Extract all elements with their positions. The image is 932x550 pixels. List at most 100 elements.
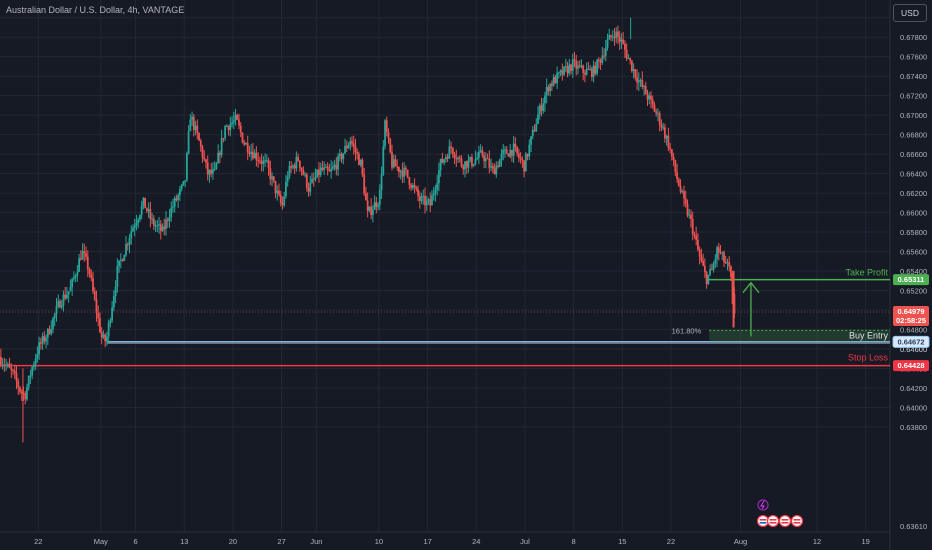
- event-flag-icon[interactable]: [766, 514, 780, 528]
- candle: [293, 162, 296, 174]
- candle-body: [344, 145, 346, 154]
- candle-body: [177, 194, 180, 201]
- time-tick-label: 6: [134, 537, 138, 546]
- candle: [443, 158, 446, 166]
- time-tick-label: 27: [277, 537, 285, 546]
- candle-body: [618, 36, 621, 42]
- candle: [74, 273, 77, 283]
- candle: [566, 61, 569, 78]
- candle-body: [601, 55, 604, 63]
- candle-body: [19, 387, 21, 392]
- candle: [356, 148, 359, 160]
- candle: [278, 183, 280, 197]
- candle-body: [660, 124, 663, 128]
- candle: [149, 201, 152, 228]
- candle: [377, 202, 379, 211]
- candle-body: [363, 174, 366, 194]
- candle-body: [608, 35, 611, 40]
- candle-body: [102, 334, 105, 338]
- candle: [345, 140, 348, 152]
- candle: [651, 95, 654, 109]
- candle: [307, 182, 310, 197]
- flag-stripe-icon: [759, 519, 767, 521]
- candle-body: [347, 144, 350, 149]
- candle-body: [728, 262, 731, 267]
- candle-body: [698, 249, 701, 257]
- candle: [132, 224, 134, 232]
- time-tick-label: Jul: [520, 537, 530, 546]
- event-flag-icon[interactable]: [790, 514, 804, 528]
- candle: [484, 152, 487, 169]
- lightning-icon[interactable]: [757, 499, 769, 511]
- candle: [521, 156, 524, 168]
- candle-body: [245, 143, 247, 145]
- economic-events[interactable]: [756, 499, 804, 528]
- candle-body: [356, 152, 359, 154]
- candle-body: [575, 60, 578, 69]
- currency-button[interactable]: USD: [893, 4, 927, 22]
- candle: [511, 149, 513, 162]
- candle-body: [399, 170, 402, 173]
- candle-body: [8, 363, 11, 368]
- candle-body: [154, 225, 157, 227]
- candle-body: [132, 227, 134, 232]
- candle-body: [302, 170, 305, 175]
- candle: [76, 265, 79, 282]
- candle: [10, 363, 13, 378]
- candle: [257, 152, 260, 168]
- candle: [500, 148, 503, 167]
- candle-body: [257, 159, 260, 161]
- flag-stripe-icon: [769, 522, 777, 524]
- candle-body: [354, 146, 357, 153]
- event-flag-icon[interactable]: [756, 514, 770, 528]
- candle-body: [93, 290, 96, 300]
- candle-body: [566, 66, 569, 74]
- candle-body: [121, 259, 124, 262]
- candle: [213, 161, 216, 171]
- price-tick-label: 0.66400: [900, 170, 927, 179]
- candle: [512, 136, 515, 164]
- candle: [272, 176, 275, 184]
- candle-body: [443, 159, 446, 163]
- candle-body: [686, 203, 689, 216]
- candle-body: [107, 322, 110, 337]
- candle-body: [448, 146, 451, 159]
- candle-body: [436, 183, 439, 190]
- candle-body: [6, 363, 9, 365]
- candle: [295, 151, 298, 172]
- candle: [556, 66, 559, 90]
- candle: [265, 154, 268, 163]
- candle: [175, 194, 178, 202]
- candle-body: [444, 157, 447, 160]
- candle-body: [625, 49, 628, 59]
- candle-body: [227, 125, 230, 131]
- candle: [488, 150, 491, 174]
- candle-body: [507, 153, 510, 157]
- candle-body: [337, 155, 339, 170]
- stop-loss-label: Stop Loss: [848, 353, 889, 363]
- candle-body: [331, 166, 334, 169]
- candle-body: [13, 370, 16, 374]
- current-price-tag-bg: [893, 305, 929, 326]
- candle: [112, 290, 115, 312]
- candle-body: [224, 126, 227, 139]
- candle-body: [281, 203, 284, 206]
- candle: [173, 195, 176, 213]
- event-flag-icon[interactable]: [778, 514, 792, 528]
- current-price-tag-text: 02:58:25: [896, 316, 926, 325]
- candle: [279, 190, 282, 207]
- candle: [486, 153, 489, 160]
- candle: [246, 135, 249, 161]
- candle-body: [222, 138, 225, 140]
- candle-body: [159, 224, 162, 232]
- candle: [274, 180, 277, 199]
- price-axis[interactable]: 0.680000.678000.676000.674000.672000.670…: [900, 14, 927, 531]
- candle: [601, 46, 604, 66]
- fib-level-label: 161.80%: [672, 326, 702, 335]
- candle-body: [674, 160, 677, 173]
- time-axis[interactable]: 22 May 6 13 20 27 Jun 10 17 24 Jul 8 15 22 Aug 12 19: [34, 537, 870, 546]
- candle: [252, 143, 254, 161]
- candle: [359, 158, 362, 168]
- candle: [361, 157, 364, 177]
